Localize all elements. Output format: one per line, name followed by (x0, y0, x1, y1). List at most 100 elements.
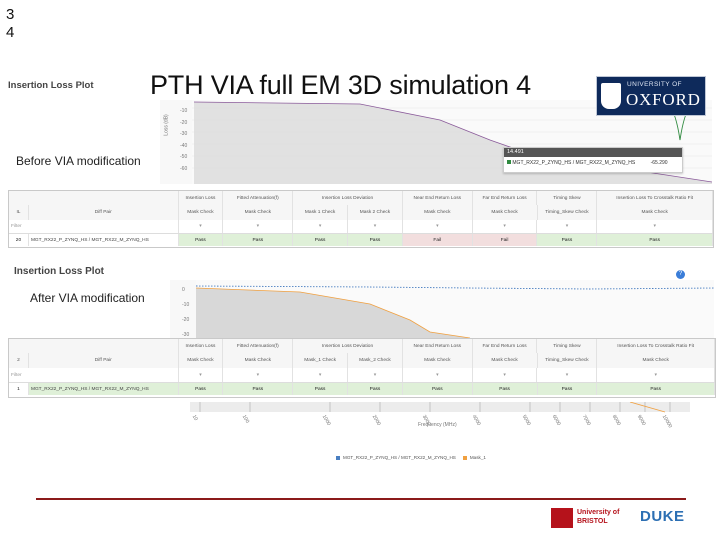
before-col-header[interactable]: Timing_Skew Check (538, 205, 598, 220)
after-yticks: 0 -10 -20 -30 (182, 283, 189, 343)
before-cell-status: Fail (402, 234, 473, 246)
before-col-header[interactable]: Mask Check (597, 205, 713, 220)
after-xaxis-svg (190, 401, 690, 413)
after-col-header[interactable]: Mask_1 Check (293, 353, 349, 368)
after-cell-status: Pass (223, 383, 294, 395)
after-col-header[interactable]: Diff Pair (29, 353, 179, 368)
slide-number: 3 4 (6, 6, 14, 42)
after-column-header-row: 2 Diff Pair Mask Check Mask Check Mask_1… (9, 353, 715, 369)
before-filter-select[interactable]: ▾ (179, 220, 224, 233)
after-group-header[interactable]: Insertion Loss Deviation (293, 339, 403, 353)
before-table-row[interactable]: 20 MGT_RX22_P_ZYNQ_HS / MGT_RX22_M_ZYNQ_… (9, 234, 713, 246)
before-col-header[interactable]: Mask Check (473, 205, 538, 220)
after-filter-input[interactable]: Filter (9, 368, 179, 382)
slide-number-line-1: 3 (6, 6, 15, 23)
after-xlabel: Frequency (MHz) (418, 422, 457, 428)
after-filter-select[interactable]: ▾ (293, 368, 349, 382)
after-filter-select[interactable]: ▾ (179, 368, 224, 382)
before-group-header[interactable]: Far End Return Loss (473, 191, 538, 205)
before-filter-select[interactable]: ▾ (537, 220, 598, 233)
after-filter-select[interactable]: ▾ (403, 368, 473, 382)
after-group-header[interactable]: Fitted Attenuation(f) (223, 339, 294, 353)
legend-swatch-series (336, 455, 340, 460)
before-plot-title: Insertion Loss Plot (8, 80, 94, 91)
legend-series-label[interactable]: MGT_RX22_P_ZYNQ_HS / MGT_RX22_M_ZYNQ_HS (343, 455, 456, 460)
after-legend: MGT_RX22_P_ZYNQ_HS / MGT_RX22_M_ZYNQ_HS … (336, 455, 486, 460)
after-col-header[interactable]: Timing_Skew Check (538, 353, 598, 368)
before-group-header[interactable]: Timing Skew (537, 191, 598, 205)
legend-swatch-mask (462, 455, 467, 460)
after-plot-title: Insertion Loss Plot (14, 266, 105, 277)
before-group-header-row: Insertion Loss Fitted Attenuation(f) Ins… (9, 191, 713, 206)
after-caption: After VIA modification (30, 291, 145, 305)
before-group-header[interactable]: Insertion Loss To Crosstalk Ratio Fit (597, 191, 713, 205)
before-ytick: -30 (180, 131, 188, 138)
oxford-logo-top: UNIVERSITY OF (627, 81, 682, 88)
before-col-header[interactable]: Mask Check (403, 205, 473, 220)
before-ytick: -60 (180, 165, 188, 172)
after-group-header[interactable]: Timing Skew (537, 339, 598, 353)
after-cell-status: Pass (402, 383, 473, 395)
duke-logo-text: DUKE (640, 508, 685, 525)
before-group-header[interactable]: Fitted Attenuation(f) (223, 191, 294, 205)
before-filter-input[interactable]: Filter (9, 220, 179, 233)
tooltip-body: MGT_RX22_P_ZYNQ_HS / MGT_RX22_M_ZYNQ_HS … (507, 160, 668, 166)
before-yticks: -10 -20 -30 -40 -50 -60 (180, 106, 187, 176)
before-filter-select[interactable]: ▾ (223, 220, 294, 233)
bristol-logo-text: University of BRISTOL (577, 509, 620, 525)
help-icon[interactable]: ? (676, 270, 685, 279)
footer-divider (36, 498, 686, 500)
after-group-header[interactable]: Insertion Loss (179, 339, 224, 353)
after-group-header[interactable]: Far End Return Loss (473, 339, 538, 353)
after-col-header[interactable]: Mask Check (597, 353, 715, 368)
after-filter-select[interactable]: ▾ (597, 368, 715, 382)
oxford-logo-main: OXFORD (626, 90, 701, 109)
after-filter-select[interactable]: ▾ (348, 368, 403, 382)
after-col-header[interactable]: Mask_2 Check (348, 353, 403, 368)
after-cell-status: Pass (537, 383, 598, 395)
after-col-header[interactable]: Mask Check (403, 353, 473, 368)
after-col-header[interactable]: Mask Check (223, 353, 294, 368)
before-results-table: Insertion Loss Fitted Attenuation(f) Ins… (8, 190, 714, 248)
before-col-header[interactable]: Mask Check (179, 205, 224, 220)
before-col-header[interactable]: Mask 1 Check (293, 205, 349, 220)
after-results-table: Insertion Loss Fitted Attenuation(f) Ins… (8, 338, 716, 398)
after-group-header-row: Insertion Loss Fitted Attenuation(f) Ins… (9, 339, 715, 354)
before-filter-row: Filter ▾ ▾ ▾ ▾ ▾ ▾ ▾ ▾ (9, 220, 713, 234)
after-col-header[interactable]: 2 (9, 353, 29, 368)
before-tooltip: 14.491 MGT_RX22_P_ZYNQ_HS / MGT_RX22_M_Z… (503, 147, 683, 173)
bristol-logo: University of BRISTOL (551, 506, 627, 530)
before-group-header[interactable]: Insertion Loss Deviation (293, 191, 403, 205)
after-table-row[interactable]: 1 MGT_RX22_P_ZYNQ_HS / MGT_RX22_M_ZYNQ_H… (9, 383, 715, 395)
before-group-header[interactable]: Insertion Loss (179, 191, 224, 205)
after-filter-select[interactable]: ▾ (537, 368, 598, 382)
before-filter-select[interactable]: ▾ (348, 220, 403, 233)
after-col-header[interactable]: Mask Check (473, 353, 538, 368)
before-ytick: -10 (180, 108, 188, 114)
before-filter-select[interactable]: ▾ (597, 220, 713, 233)
tooltip-series: MGT_RX22_P_ZYNQ_HS / MGT_RX22_M_ZYNQ_HS (512, 160, 636, 166)
before-col-header[interactable]: Mask 2 Check (348, 205, 403, 220)
after-mask-line (195, 287, 471, 339)
before-filter-select[interactable]: ▾ (473, 220, 538, 233)
slide-title: PTH VIA full EM 3D simulation 4 (150, 70, 531, 100)
slide-number-line-2: 4 (6, 24, 15, 41)
after-cell-diff-pair: MGT_RX22_P_ZYNQ_HS / MGT_RX22_M_ZYNQ_HS (28, 383, 179, 395)
after-filter-select[interactable]: ▾ (223, 368, 294, 382)
before-col-header[interactable]: IL (9, 205, 29, 220)
after-filter-select[interactable]: ▾ (473, 368, 538, 382)
before-ytick: -20 (180, 119, 188, 126)
before-col-header[interactable]: Mask Check (223, 205, 294, 220)
oxford-crest-icon (601, 83, 621, 109)
after-group-header[interactable]: Insertion Loss To Crosstalk Ratio Fit (597, 339, 715, 353)
after-col-header[interactable]: Mask Check (179, 353, 224, 368)
before-filter-select[interactable]: ▾ (293, 220, 349, 233)
after-group-header[interactable]: Near End Return Loss (403, 339, 473, 353)
before-filter-select[interactable]: ▾ (403, 220, 473, 233)
before-group-header[interactable]: Near End Return Loss (403, 191, 473, 205)
before-ytick: -50 (180, 154, 188, 161)
before-ytick: -40 (180, 142, 188, 149)
before-cell-status: Pass (348, 234, 403, 246)
before-col-header[interactable]: Diff Pair (29, 205, 179, 220)
legend-mask-label[interactable]: Mask_1 (469, 455, 486, 460)
